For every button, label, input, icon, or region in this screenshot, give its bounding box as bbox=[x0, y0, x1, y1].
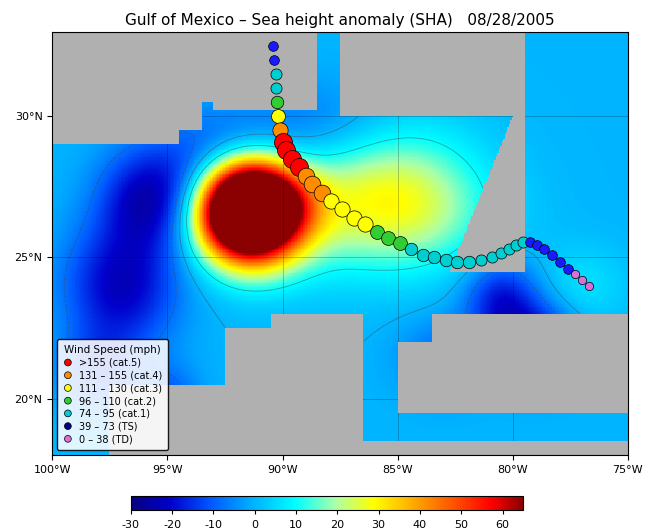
Legend: >155 (cat.5), 131 – 155 (cat.4), 111 – 130 (cat.3), 96 – 110 (cat.2), 74 – 95 (c: >155 (cat.5), 131 – 155 (cat.4), 111 – 1… bbox=[57, 340, 167, 450]
Title: Gulf of Mexico – Sea height anomaly (SHA)   08/28/2005: Gulf of Mexico – Sea height anomaly (SHA… bbox=[126, 13, 555, 28]
